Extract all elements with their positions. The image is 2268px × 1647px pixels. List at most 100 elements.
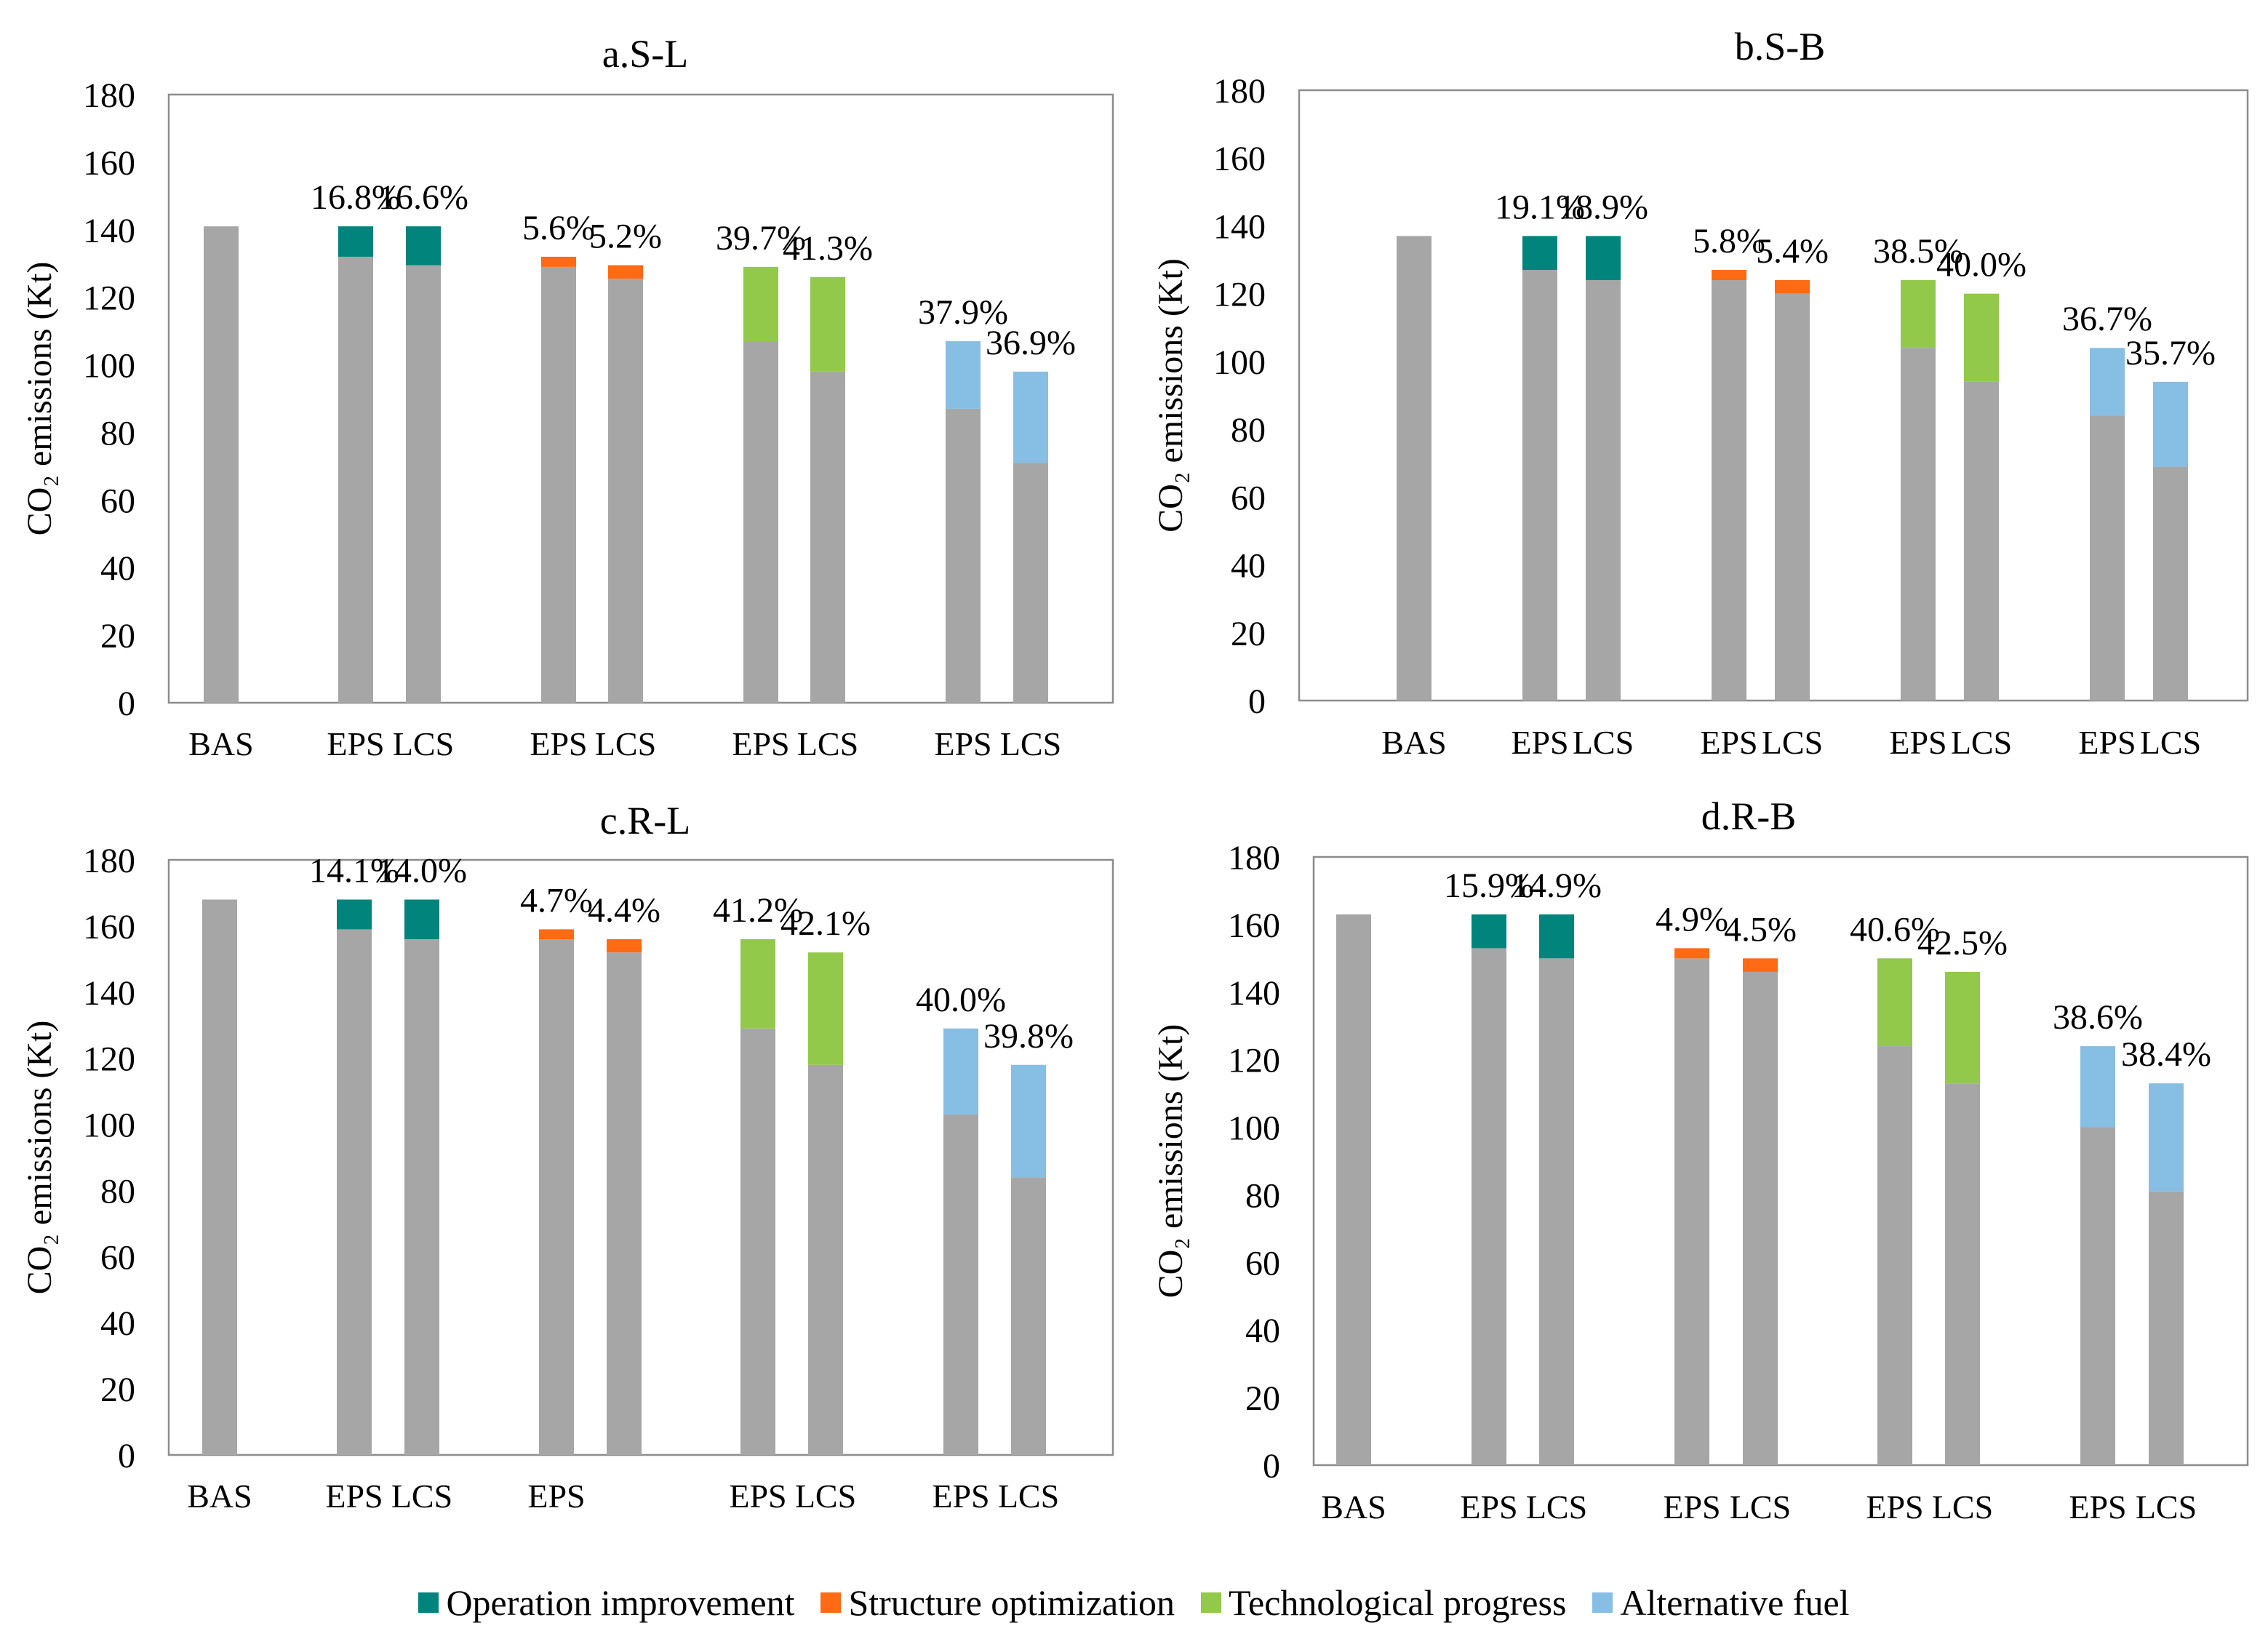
y-tick-label: 20 <box>1245 1379 1280 1418</box>
data-label: 5.8% <box>1693 222 1765 260</box>
bar-base-segment <box>808 1064 843 1455</box>
category-label: EPS <box>1889 724 1946 761</box>
plot-frame <box>1298 89 2249 702</box>
bar-base-segment <box>1336 914 1371 1465</box>
y-tick-label: 80 <box>1245 1176 1280 1215</box>
y-tick-label: 140 <box>83 212 135 250</box>
bar-base-segment <box>541 266 576 703</box>
legend-swatch <box>1592 1592 1613 1613</box>
y-tick-label: 160 <box>83 908 135 946</box>
y-tick-label: 140 <box>1228 974 1280 1013</box>
legend-item-technological-progress: Technological progress <box>1201 1584 1566 1621</box>
bar-measure-segment <box>1013 371 1048 463</box>
category-label: EPS <box>932 1477 989 1515</box>
legend-swatch <box>1201 1592 1221 1613</box>
data-label: 40.0% <box>916 981 1006 1019</box>
bar-base-segment <box>2149 1191 2184 1465</box>
category-label: LCS <box>795 1477 856 1515</box>
data-label: 36.9% <box>986 324 1076 362</box>
panel-d: d.R-B 0 20 40 60 80 100 120 140 160 180 CO₂ emissio… <box>1151 794 2249 1526</box>
y-tick-label: 120 <box>83 279 135 318</box>
bar-base-segment <box>1539 958 1574 1465</box>
bar-base-segment <box>2090 415 2125 701</box>
data-label: 19.1% <box>1495 188 1585 226</box>
data-label: 5.4% <box>1756 232 1829 271</box>
category-label: LCS <box>1730 1488 1791 1526</box>
bar-measure-segment <box>2149 1083 2184 1192</box>
bar-base-segment <box>1945 1083 1980 1465</box>
chart-title: c.R-L <box>600 799 690 842</box>
legend-swatch <box>418 1592 439 1613</box>
bar-base-segment <box>1011 1177 1046 1455</box>
y-tick-label: 140 <box>83 974 135 1013</box>
category-label: LCS <box>797 725 858 762</box>
bar-base-segment <box>1522 270 1557 701</box>
category-label: EPS <box>327 725 384 762</box>
category-label: LCS <box>1951 724 2012 761</box>
data-label: 5.2% <box>589 218 662 256</box>
category-label: LCS <box>2140 724 2201 761</box>
data-label: 41.3% <box>783 229 873 268</box>
category-label: LCS <box>1000 725 1061 762</box>
y-tick-label: 180 <box>83 76 135 115</box>
bar-measure-segment <box>808 952 843 1065</box>
chart-title: b.S-B <box>1735 25 1826 68</box>
data-label: 4.5% <box>1724 910 1797 949</box>
bar-base-segment <box>2080 1127 2115 1465</box>
y-tick-label: 100 <box>1213 343 1266 382</box>
data-label: 4.7% <box>520 881 593 920</box>
category-label: EPS <box>1460 1488 1517 1526</box>
y-tick-label: 180 <box>83 842 135 880</box>
category-label: EPS <box>1511 724 1568 761</box>
category-label: LCS <box>1573 724 1634 761</box>
y-tick-label: 60 <box>100 1238 135 1277</box>
legend-label: Technological progress <box>1229 1582 1567 1623</box>
panel-a: a.S-L 0 20 40 60 80 100 120 140 160 180 CO₂ emissio… <box>20 32 1114 762</box>
y-axis-label: CO₂ emissions (Kt) <box>1151 1024 1190 1299</box>
bar-measure-segment <box>2080 1046 2115 1128</box>
data-label: 5.6% <box>522 209 595 247</box>
category-label: BAS <box>188 725 253 762</box>
bar-base-segment <box>1013 463 1048 703</box>
y-tick-label: 100 <box>83 1106 135 1145</box>
category-label: EPS <box>934 725 991 762</box>
data-label: 14.0% <box>377 852 467 890</box>
bar-measure-segment <box>541 256 576 267</box>
bar-measure-segment <box>1586 236 1621 281</box>
y-tick-label: 0 <box>1248 682 1266 721</box>
bar-base-segment <box>946 408 981 703</box>
legend-item-alternative-fuel: Alternative fuel <box>1592 1584 1850 1621</box>
data-label: 36.7% <box>2062 300 2152 338</box>
y-tick-label: 80 <box>1231 411 1266 450</box>
data-label: 16.8% <box>311 178 401 217</box>
data-label: 18.9% <box>1558 188 1648 226</box>
bar-measure-segment <box>1901 280 1936 348</box>
category-label: EPS <box>527 1477 585 1515</box>
category-label: EPS <box>530 725 587 762</box>
y-axis-label: CO₂ emissions (Kt) <box>20 262 59 536</box>
y-tick-label: 60 <box>1245 1244 1280 1283</box>
category-label: EPS <box>1866 1488 1923 1526</box>
data-label: 38.6% <box>2053 998 2143 1037</box>
y-tick-label: 160 <box>1228 906 1280 945</box>
category-label: EPS <box>2069 1488 2126 1526</box>
y-tick-label: 120 <box>1213 276 1266 314</box>
category-label: LCS <box>2136 1488 2197 1526</box>
y-tick-label: 20 <box>1231 615 1266 653</box>
data-label: 40.6% <box>1850 910 1940 949</box>
bar-measure-segment <box>1522 236 1557 271</box>
data-label: 39.7% <box>716 219 806 258</box>
y-tick-label: 40 <box>1231 547 1266 586</box>
bar-measure-segment <box>943 1028 978 1114</box>
data-label: 15.9% <box>1444 866 1534 905</box>
bar-base-segment <box>943 1114 978 1455</box>
data-label: 41.2% <box>713 891 803 930</box>
panel-c: c.R-L 0 20 40 60 80 100 120 140 160 180 CO₂ emissio… <box>20 799 1114 1515</box>
bar-measure-segment <box>1011 1064 1046 1178</box>
bar-measure-segment <box>1743 958 1778 972</box>
legend-item-operation-improvement: Operation improvement <box>418 1584 794 1621</box>
bar-base-segment <box>338 256 373 703</box>
category-label: LCS <box>1526 1488 1587 1526</box>
bar-base-segment <box>1586 280 1621 701</box>
